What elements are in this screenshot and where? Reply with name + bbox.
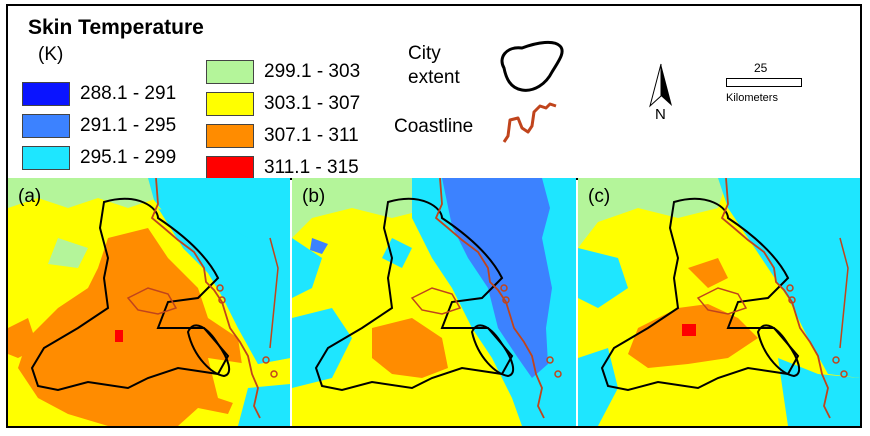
legend-range: 288.1 - 291 [80, 83, 177, 104]
map-c-raster [578, 178, 860, 426]
city-extent-outline [500, 40, 564, 92]
coastline-symbol [502, 102, 557, 143]
legend-title: Skin Temperature [28, 16, 204, 39]
legend-swatch [206, 60, 254, 84]
legend-range: 299.1 - 303 [264, 61, 361, 82]
coastline-label: Coastline [394, 116, 474, 137]
legend-range: 303.1 - 307 [264, 93, 361, 114]
legend-swatch [206, 124, 254, 148]
panel-label-c: (c) [588, 186, 611, 207]
city-extent-symbol [500, 40, 564, 92]
legend-swatch [22, 146, 70, 170]
coastline-line [502, 102, 557, 143]
legend-swatch [22, 114, 70, 138]
north-label: N [655, 106, 666, 123]
legend-range: 307.1 - 311 [264, 125, 359, 146]
legend-range: 291.1 - 295 [80, 115, 177, 136]
legend-swatch [206, 156, 254, 180]
north-arrow-icon [649, 63, 672, 108]
legend-range: 295.1 - 299 [80, 147, 177, 168]
map-panel-c: (c) [578, 178, 860, 426]
city-extent-label-line2: extent [408, 67, 460, 88]
city-extent-label: City extent [408, 42, 460, 90]
legend-range: 311.1 - 315 [264, 157, 359, 178]
legend-swatch [22, 82, 70, 106]
city-extent-label-line1: City [408, 43, 441, 64]
scale-bar-value: 25 [754, 61, 768, 75]
scale-bar [726, 78, 802, 87]
map-a-raster [8, 178, 290, 426]
panel-label-b: (b) [302, 186, 326, 207]
legend-panel: Skin Temperature (K) 288.1 - 291 291.1 -… [8, 6, 860, 180]
panel-label-a: (a) [18, 186, 42, 207]
legend-swatch [206, 92, 254, 116]
map-panel-a: (a) [8, 178, 290, 426]
map-b-raster [292, 178, 576, 426]
map-figure: Skin Temperature (K) 288.1 - 291 291.1 -… [6, 4, 862, 428]
legend-unit: (K) [38, 44, 64, 65]
scale-bar-unit: Kilometers [726, 92, 778, 104]
map-panels: (a) (b) [8, 178, 860, 426]
map-panel-b: (b) [292, 178, 576, 426]
